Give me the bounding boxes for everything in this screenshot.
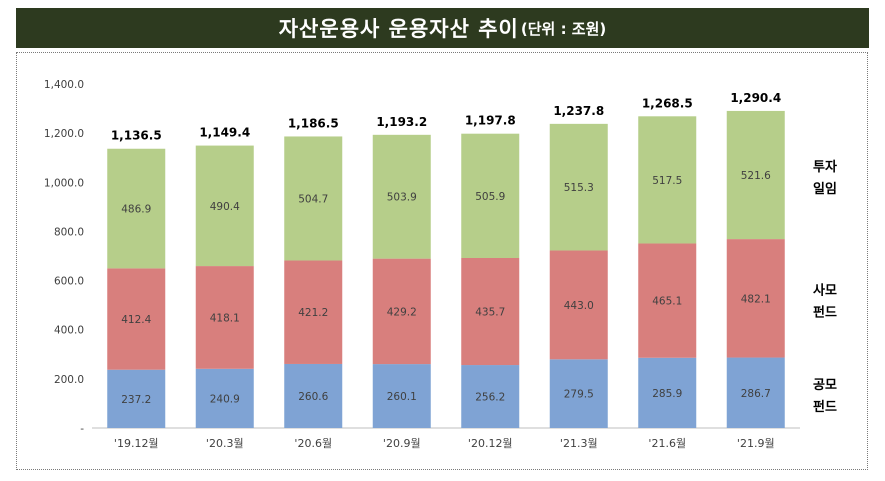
- x-tick-label: '19.12월: [114, 437, 159, 450]
- data-label: 465.1: [652, 296, 682, 308]
- bar-segment-1: [549, 359, 608, 428]
- data-label: 279.5: [564, 389, 594, 401]
- y-tick-label: 1,400.0: [44, 79, 84, 91]
- bar-segment-2: [726, 239, 785, 358]
- bar-segment-2: [284, 260, 343, 364]
- total-label: 1,290.4: [730, 91, 781, 105]
- x-tick-label: '20.12월: [468, 437, 513, 450]
- data-label: 505.9: [475, 191, 505, 203]
- bar-segment-1: [195, 368, 254, 428]
- data-label: 517.5: [652, 175, 682, 187]
- legend-label: 펀드: [813, 304, 837, 320]
- chart-frame: [16, 52, 868, 470]
- data-label: 486.9: [121, 204, 151, 216]
- bar-segment-1: [284, 363, 343, 428]
- total-label: 1,237.8: [553, 104, 604, 118]
- data-label: 237.2: [121, 394, 151, 406]
- bar-segment-3: [549, 123, 608, 251]
- bar-segment-2: [372, 258, 431, 365]
- bar-segment-2: [638, 243, 697, 358]
- y-tick-label: 1,000.0: [44, 177, 84, 189]
- y-tick-label: 800.0: [54, 226, 84, 238]
- data-label: 260.1: [387, 391, 417, 403]
- total-label: 1,149.4: [199, 126, 250, 140]
- data-label: 256.2: [475, 392, 505, 404]
- total-label: 1,136.5: [111, 129, 162, 143]
- legend-label: 펀드: [813, 399, 837, 415]
- total-label: 1,197.8: [465, 114, 516, 128]
- legend-label: 일임: [813, 182, 837, 197]
- data-label: 515.3: [564, 182, 594, 194]
- x-tick-label: '21.3월: [560, 437, 598, 450]
- y-tick-label: 600.0: [54, 276, 84, 288]
- y-tick-label: -: [80, 423, 84, 435]
- data-label: 490.4: [210, 201, 240, 213]
- unit-label: (단위 : 조원): [520, 19, 607, 38]
- total-label: 1,193.2: [376, 115, 427, 129]
- bar-segment-3: [372, 134, 431, 259]
- bar-segment-2: [107, 268, 166, 370]
- data-label: 286.7: [741, 388, 771, 400]
- bar-segment-1: [107, 369, 166, 428]
- data-label: 418.1: [210, 312, 240, 324]
- x-tick-label: '20.3월: [206, 437, 244, 450]
- x-tick-label: '21.9월: [737, 437, 775, 450]
- bar-segment-1: [372, 364, 431, 428]
- chart-header: 자산운용사 운용자산 추이 (단위 : 조원): [16, 8, 869, 48]
- y-tick-label: 200.0: [54, 374, 84, 386]
- bar-segment-3: [195, 145, 254, 267]
- chart-title: 자산운용사 운용자산 추이: [278, 17, 519, 41]
- y-tick-label: 1,200.0: [44, 128, 84, 140]
- bar-segment-2: [549, 250, 608, 360]
- bar-segment-3: [461, 133, 520, 258]
- bar-segment-2: [195, 266, 254, 369]
- data-label: 429.2: [387, 306, 417, 318]
- total-label: 1,268.5: [642, 96, 693, 110]
- x-tick-label: '21.6월: [648, 437, 686, 450]
- x-tick-label: '20.6월: [294, 437, 332, 450]
- data-label: 482.1: [741, 293, 771, 305]
- data-label: 412.4: [121, 314, 151, 326]
- total-label: 1,186.5: [288, 116, 339, 130]
- bar-segment-1: [461, 365, 520, 428]
- data-label: 503.9: [387, 192, 417, 204]
- data-label: 240.9: [210, 393, 240, 405]
- x-tick-label: '20.9월: [383, 437, 421, 450]
- data-label: 435.7: [475, 307, 505, 319]
- data-label: 521.6: [741, 170, 771, 182]
- legend-label: 투자: [813, 160, 837, 175]
- y-tick-label: 400.0: [54, 325, 84, 337]
- bar-segment-3: [638, 116, 697, 244]
- bar-segment-2: [461, 257, 520, 366]
- data-label: 443.0: [564, 300, 594, 312]
- data-label: 260.6: [298, 391, 328, 403]
- legend-label: 공모: [813, 378, 837, 393]
- legend-label: 사모: [813, 282, 837, 298]
- bar-segment-1: [726, 357, 785, 428]
- data-label: 504.7: [298, 193, 328, 205]
- bar-segment-1: [638, 357, 697, 428]
- bar-segment-3: [284, 136, 343, 261]
- data-label: 421.2: [298, 307, 328, 319]
- bar-segment-3: [107, 148, 166, 269]
- data-label: 285.9: [652, 388, 682, 400]
- bar-segment-3: [726, 110, 785, 240]
